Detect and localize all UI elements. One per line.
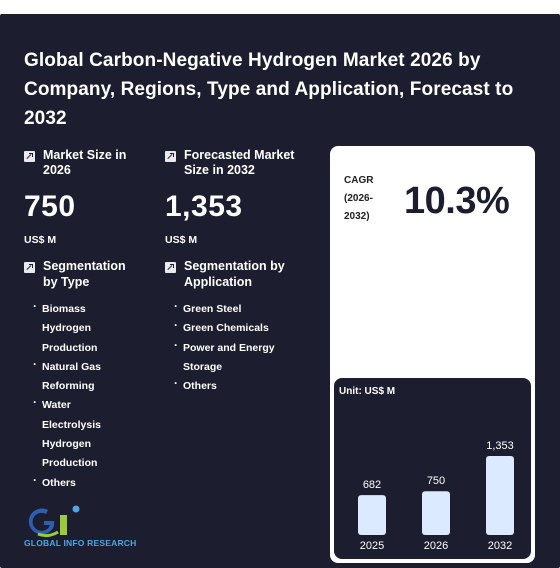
list-item: Others — [174, 374, 305, 396]
chart-unit-label: Unit: US$ M — [339, 386, 396, 397]
segmentation-by-type: Segmentation by Type Biomass Hydrogen Pr… — [24, 259, 134, 493]
bar-2025 — [358, 495, 386, 535]
page-title: Global Carbon-Negative Hydrogen Market 2… — [24, 50, 514, 129]
market-size-label: Market Size in 2026 — [43, 148, 127, 177]
forecast-size-label: Forecasted Market Size in 2032 — [184, 148, 295, 177]
bar-2032 — [486, 456, 514, 535]
seg-type-label: Segmentation by Type — [43, 259, 126, 289]
forecast-size-unit: US$ M — [165, 234, 198, 246]
infographic-card: Global Carbon-Negative Hydrogen Market 2… — [0, 14, 560, 568]
bar-value-label: 1,353 — [486, 440, 514, 452]
list-item: Biomass Hydrogen Production — [33, 297, 134, 358]
list-item: Power and Energy Storage — [174, 336, 285, 378]
list-item: Others — [33, 471, 134, 493]
trend-arrow-icon — [165, 151, 176, 162]
list-item: Natural Gas Reforming — [33, 355, 134, 397]
seg-app-list: Green Steel Green Chemicals Power and En… — [165, 297, 305, 396]
bar-2026 — [422, 491, 450, 535]
company-logo: GLOBAL INFO RESEARCH — [24, 504, 144, 554]
category-label: 2032 — [488, 540, 512, 552]
trend-arrow-icon — [24, 151, 35, 162]
trend-arrow-icon — [165, 262, 176, 273]
list-item: Green Chemicals — [174, 316, 305, 338]
market-size-value: 750 — [24, 190, 76, 223]
chart-svg: 682 2025 750 2026 1,353 2032 — [358, 440, 514, 552]
bar-value-label: 750 — [427, 475, 445, 487]
category-label: 2026 — [424, 540, 448, 552]
list-item: Green Steel — [174, 297, 305, 319]
segmentation-by-application: Segmentation by Application Green Steel … — [165, 259, 305, 396]
forecast-size-stat: Forecasted Market Size in 2032 1,353 US$… — [165, 148, 315, 246]
cagr-label: CAGR (2026-2032) — [344, 175, 374, 222]
cagr-value: 10.3% — [404, 180, 510, 222]
logo-mark-icon — [28, 505, 80, 538]
market-size-unit: US$ M — [24, 234, 57, 246]
seg-type-list: Biomass Hydrogen Production Natural Gas … — [24, 297, 134, 493]
category-label: 2025 — [360, 540, 384, 552]
bar-chart: Unit: US$ M 682 2025 750 2026 1,353 2032 — [334, 378, 531, 559]
forecast-size-value: 1,353 — [165, 190, 243, 223]
seg-app-label: Segmentation by Application — [184, 259, 285, 289]
bar-value-label: 682 — [363, 479, 381, 491]
logo-text: GLOBAL INFO RESEARCH — [24, 538, 137, 548]
market-size-stat: Market Size in 2026 750 US$ M — [24, 148, 144, 246]
trend-arrow-icon — [24, 262, 35, 273]
cagr-panel: CAGR (2026-2032) 10.3% Unit: US$ M 682 20… — [330, 146, 535, 563]
list-item: Water Electrolysis Hydrogen Production — [33, 393, 114, 473]
